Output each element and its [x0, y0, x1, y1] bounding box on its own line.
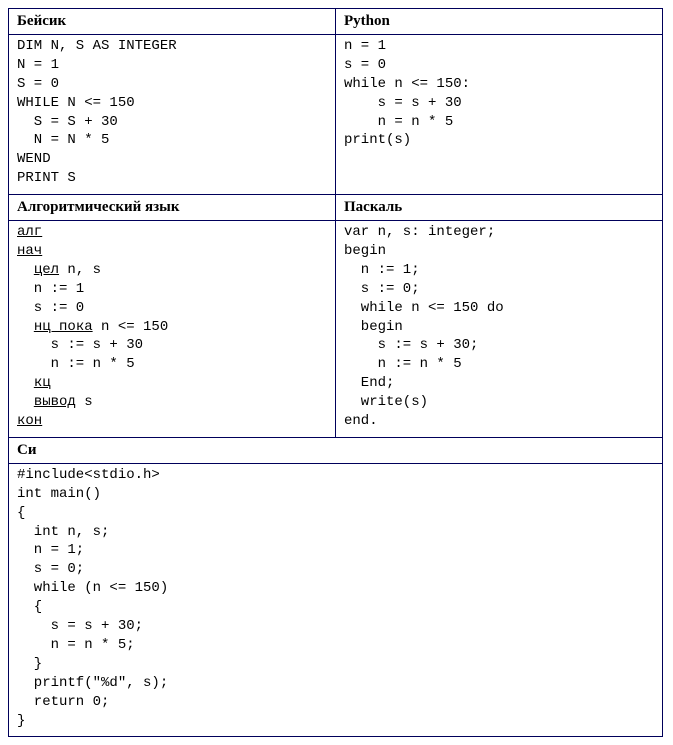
cell-basic-header: Бейсик: [9, 9, 336, 35]
code-comparison-table: Бейсик Python DIM N, S AS INTEGER N = 1 …: [8, 8, 663, 737]
code-comparison-table-wrapper: Бейсик Python DIM N, S AS INTEGER N = 1 …: [8, 8, 663, 737]
cell-c-header: Си: [9, 437, 663, 463]
algo-kw-nts-poka: нц пока: [34, 319, 93, 335]
algo-kw-alg: алг: [17, 224, 42, 240]
cell-algo-header: Алгоритмический язык: [9, 195, 336, 221]
pascal-code: var n, s: integer; begin n := 1; s := 0;…: [336, 221, 662, 437]
cell-algo-code: алг нач цел n, s n := 1 s := 0 нц пока n…: [9, 221, 336, 438]
cell-python-header: Python: [336, 9, 663, 35]
python-code: n = 1 s = 0 while n <= 150: s = s + 30 n…: [336, 35, 662, 156]
cell-c-code: #include<stdio.h> int main() { int n, s;…: [9, 463, 663, 736]
cell-pascal-code: var n, s: integer; begin n := 1; s := 0;…: [336, 221, 663, 438]
cell-python-code: n = 1 s = 0 while n <= 150: s = s + 30 n…: [336, 35, 663, 195]
algo-line-n1: n := 1: [17, 281, 84, 297]
algo-kw-nach: нач: [17, 243, 42, 259]
c-code: #include<stdio.h> int main() { int n, s;…: [9, 464, 662, 736]
algo-kw-kon: кон: [17, 413, 42, 429]
algo-line-s0: s := 0: [17, 300, 84, 316]
basic-title: Бейсик: [9, 9, 335, 34]
algo-vyvod-rest: s: [76, 394, 93, 410]
algo-cel-rest: n, s: [59, 262, 101, 278]
algo-title: Алгоритмический язык: [9, 195, 335, 220]
algo-kw-vyvod: вывод: [34, 394, 76, 410]
python-title: Python: [336, 9, 662, 34]
basic-code: DIM N, S AS INTEGER N = 1 S = 0 WHILE N …: [9, 35, 335, 194]
algo-code: алг нач цел n, s n := 1 s := 0 нц пока n…: [9, 221, 335, 437]
algo-while-rest: n <= 150: [93, 319, 169, 335]
algo-kw-kts: кц: [34, 375, 51, 391]
c-title: Си: [9, 438, 662, 463]
cell-pascal-header: Паскаль: [336, 195, 663, 221]
cell-basic-code: DIM N, S AS INTEGER N = 1 S = 0 WHILE N …: [9, 35, 336, 195]
algo-line-s30: s := s + 30: [17, 337, 143, 353]
pascal-title: Паскаль: [336, 195, 662, 220]
algo-kw-cel: цел: [34, 262, 59, 278]
algo-line-n5: n := n * 5: [17, 356, 135, 372]
